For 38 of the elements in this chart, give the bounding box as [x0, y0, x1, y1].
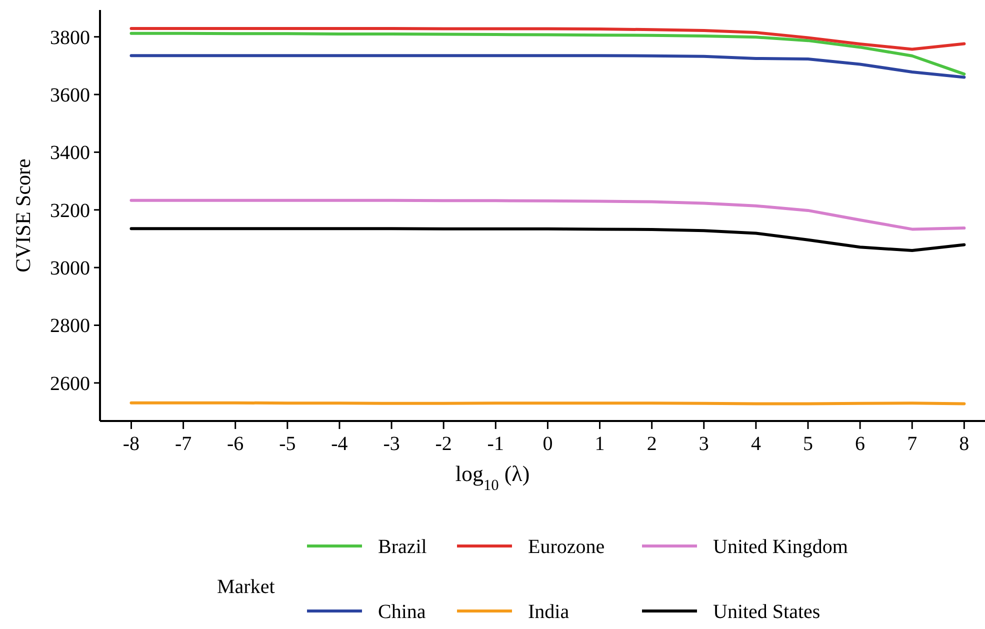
- x-tick-label: -2: [435, 433, 452, 455]
- x-axis-title: log$_{10}$ (λ): [455, 461, 530, 494]
- x-tick-label: -6: [227, 433, 244, 455]
- legend-label: United States: [713, 601, 820, 623]
- x-tick-label: 8: [959, 433, 970, 455]
- line-series: [130, 32, 966, 76]
- x-tick-label: 6: [855, 433, 866, 455]
- legend-label: India: [528, 601, 570, 623]
- x-tick-label: 5: [803, 433, 813, 455]
- line-series: [130, 54, 966, 79]
- y-axis-title: CVISE Score: [11, 158, 35, 272]
- y-tick-label: 3000: [50, 258, 90, 280]
- x-tick-label: -3: [383, 433, 400, 455]
- line-series: [130, 227, 966, 252]
- x-tick-label: 1: [594, 433, 605, 455]
- legend-label: China: [378, 601, 426, 623]
- x-tick-label: -8: [122, 433, 140, 455]
- y-tick-label: 3600: [50, 84, 90, 107]
- y-tick-label: 2800: [50, 315, 90, 338]
- x-tick-label: -4: [331, 433, 348, 455]
- x-tick-label: -5: [279, 433, 296, 455]
- x-tick-label: 3: [698, 433, 709, 455]
- x-tick-label: -7: [174, 433, 192, 455]
- x-tick-label: 0: [542, 433, 553, 455]
- legend-label: United Kingdom: [713, 536, 848, 558]
- legend-label: Eurozone: [528, 536, 605, 558]
- legend-title: Market: [217, 576, 276, 598]
- legend-label: Brazil: [378, 536, 428, 558]
- x-tick-label: -1: [487, 433, 504, 455]
- line-series: [130, 198, 966, 231]
- x-tick-label: 7: [907, 433, 918, 455]
- y-tick-label: 3400: [50, 142, 90, 164]
- x-tick-label: 2: [646, 433, 657, 455]
- x-tick-label: 4: [750, 433, 761, 455]
- line-series: [130, 26, 966, 51]
- y-tick-label: 3800: [50, 26, 90, 49]
- y-tick-label: 3200: [50, 200, 90, 222]
- y-tick-label: 2600: [50, 372, 90, 395]
